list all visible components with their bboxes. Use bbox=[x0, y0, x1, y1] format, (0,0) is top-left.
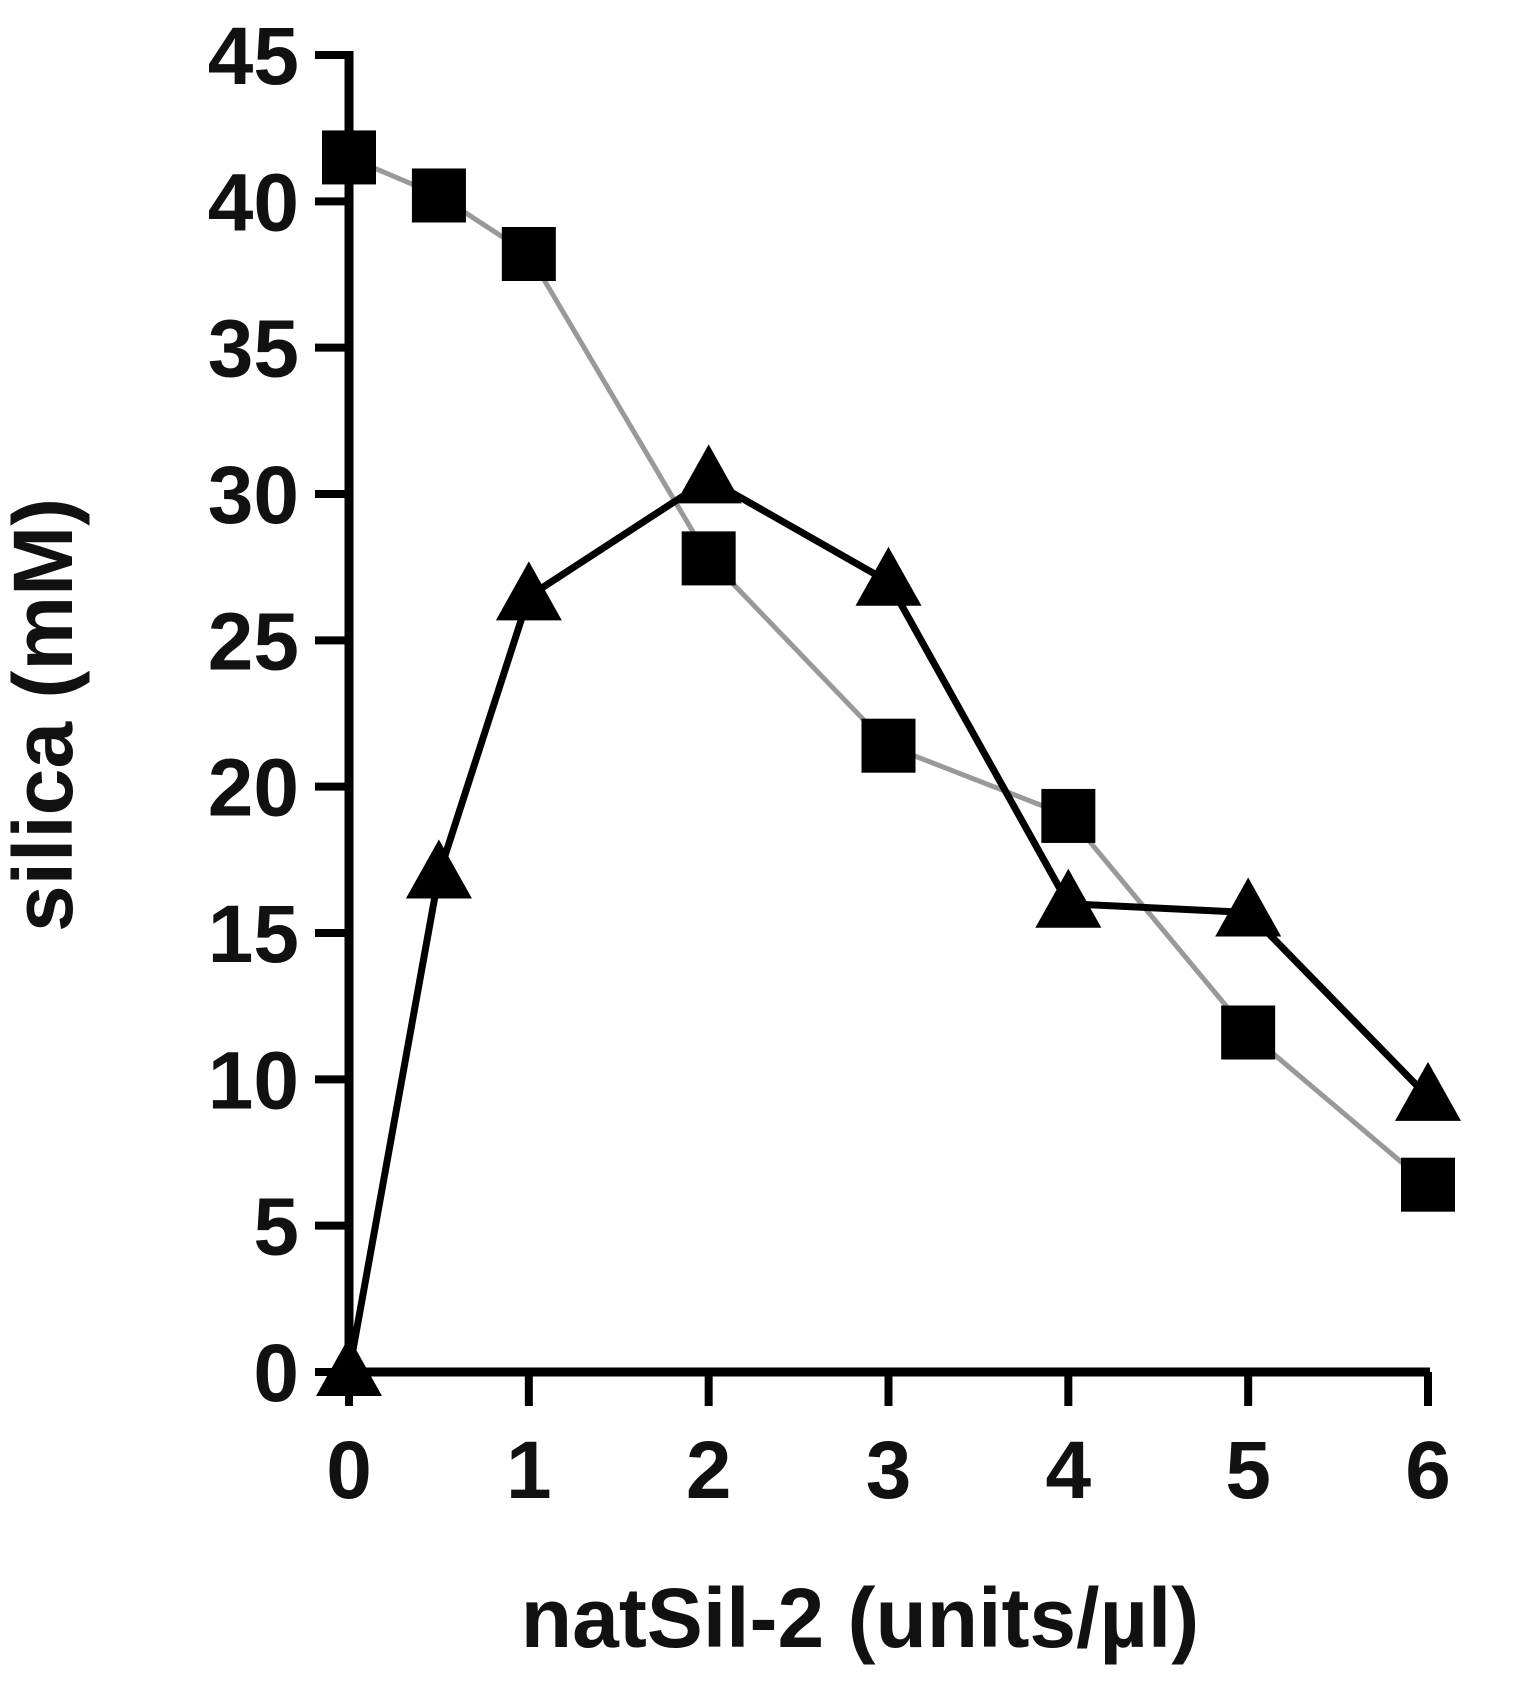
y-tick-label: 35 bbox=[208, 304, 299, 395]
square-marker bbox=[1401, 1157, 1455, 1212]
x-tick-label: 0 bbox=[326, 1425, 372, 1516]
series-line-triangle bbox=[345, 475, 1431, 1373]
triangle-marker bbox=[1035, 868, 1102, 928]
square-marker bbox=[681, 531, 736, 586]
y-tick-label: 20 bbox=[208, 743, 299, 834]
y-tick-label: 40 bbox=[208, 157, 299, 248]
y-ticks: 0 5 10 15 20 25 30 35 40 45 bbox=[208, 11, 349, 1419]
triangle-marker bbox=[855, 546, 922, 606]
y-tick-label: 10 bbox=[208, 1035, 299, 1126]
triangle-marker bbox=[405, 839, 472, 899]
y-tick-label: 45 bbox=[208, 11, 299, 102]
x-tick-label: 6 bbox=[1405, 1425, 1451, 1516]
x-axis-title: natSil-2 (units/µl) bbox=[521, 1571, 1199, 1665]
triangle-marker bbox=[675, 444, 742, 504]
x-tick-label: 4 bbox=[1046, 1425, 1092, 1516]
y-tick-label: 0 bbox=[253, 1328, 299, 1419]
y-tick-label: 5 bbox=[253, 1182, 299, 1273]
square-marker bbox=[1221, 1005, 1276, 1060]
square-marker bbox=[861, 718, 916, 773]
triangle-marker bbox=[1395, 1061, 1461, 1121]
triangle-marker bbox=[1215, 877, 1282, 937]
y-tick-label: 15 bbox=[208, 889, 299, 980]
y-tick-label: 30 bbox=[208, 450, 299, 541]
square-marker bbox=[1041, 788, 1096, 843]
triangle-marker bbox=[495, 561, 562, 621]
x-tick-label: 3 bbox=[866, 1425, 912, 1516]
plot-markers bbox=[316, 130, 1461, 1396]
x-tick-label: 2 bbox=[686, 1425, 732, 1516]
y-axis-title: silica (mM) bbox=[0, 498, 90, 932]
y-tick-label: 25 bbox=[208, 596, 299, 687]
x-tick-label: 5 bbox=[1225, 1425, 1271, 1516]
x-ticks: 0 1 2 3 4 5 6 bbox=[326, 1372, 1451, 1516]
square-marker bbox=[501, 227, 556, 282]
square-marker bbox=[411, 168, 466, 223]
x-tick-label: 1 bbox=[506, 1425, 552, 1516]
